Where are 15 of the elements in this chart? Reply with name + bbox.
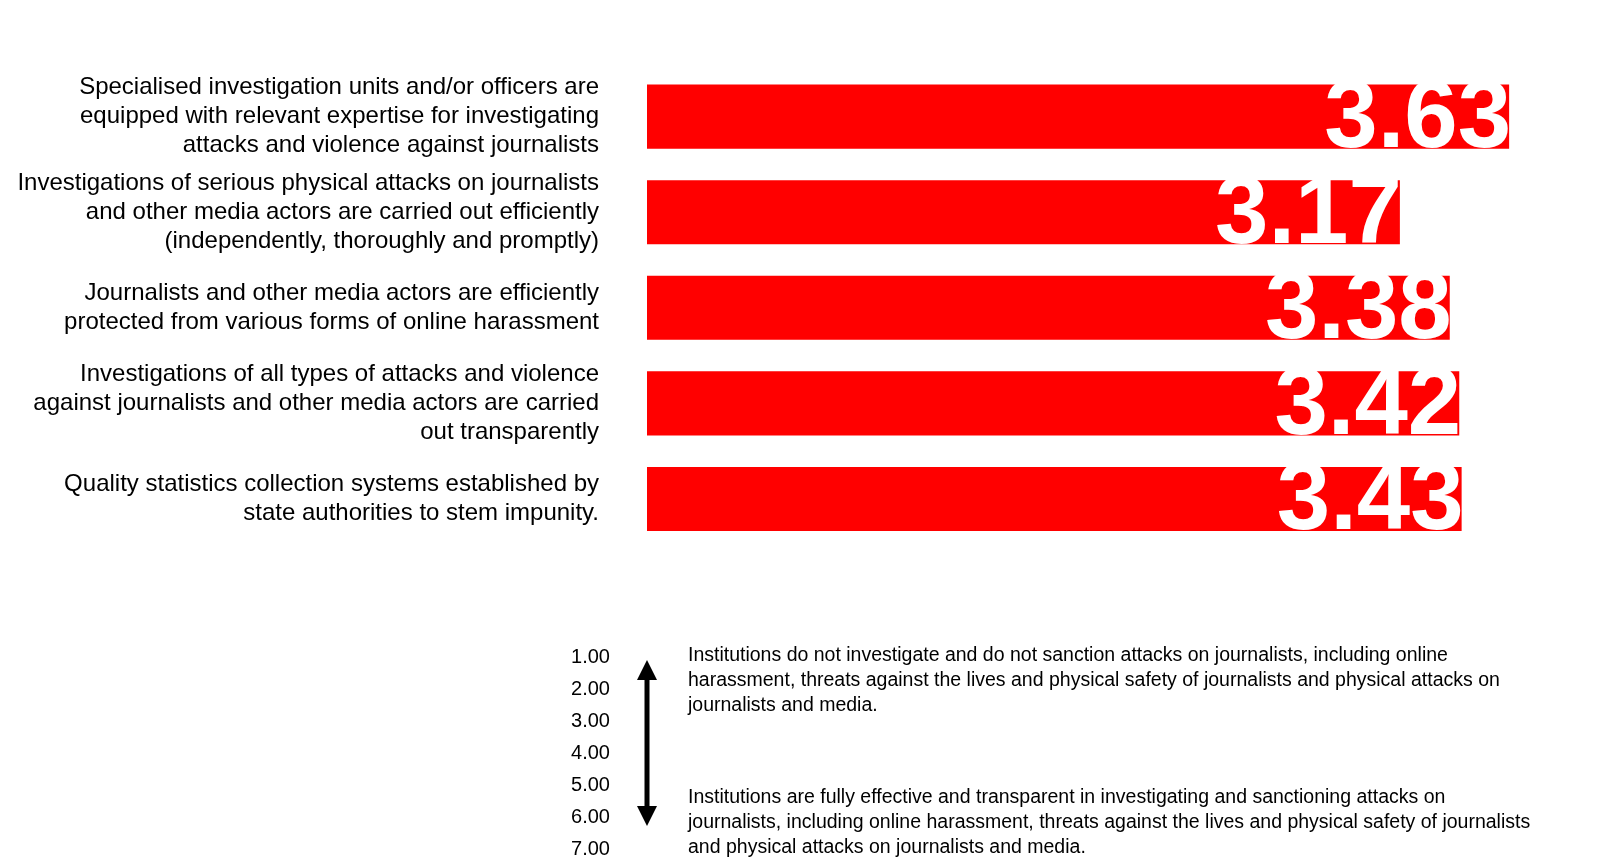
y-tick-label: Investigations of all types of attacks and violence against journalists and other media actors are carried out transparently	[33, 359, 599, 444]
text: 3.00	[570, 708, 610, 733]
y-tick-label: Specialised investigation units and/or officers are equipped with relevant expertise for investigating attacks and violence against journalists	[79, 72, 599, 158]
text: 6.00	[570, 804, 610, 829]
text: 7.00	[570, 836, 610, 857]
text: Institutions do not investigate and do not sanction attacks on journalists, including online harassment, threats against the lives and physical safety of journalists and physical attacks on journalists and media.	[688, 642, 1501, 717]
text: 4.00	[570, 740, 610, 765]
y-tick-label: Journalists and other media actors are efficiently protected from various forms of online harassment	[64, 278, 600, 334]
data-label: 3.63	[1324, 60, 1512, 168]
text: 5.00	[570, 772, 610, 797]
y-tick-label: Investigations of serious physical attacks on journalists and other media actors are carried out efficiently (independently, thoroughly and promptly)	[17, 168, 599, 253]
text: 1.00	[570, 644, 610, 669]
text: 2.00	[570, 676, 610, 701]
text: Institutions are fully effective and transparent in investigating and sanctioning attacks on journalists, including online harassment, threats against the lives and physical safety of journalists and physical attacks on journalists and media.	[688, 784, 1532, 857]
y-tick-label: Quality statistics collection systems established by state authorities to stem impunity.	[64, 469, 599, 526]
